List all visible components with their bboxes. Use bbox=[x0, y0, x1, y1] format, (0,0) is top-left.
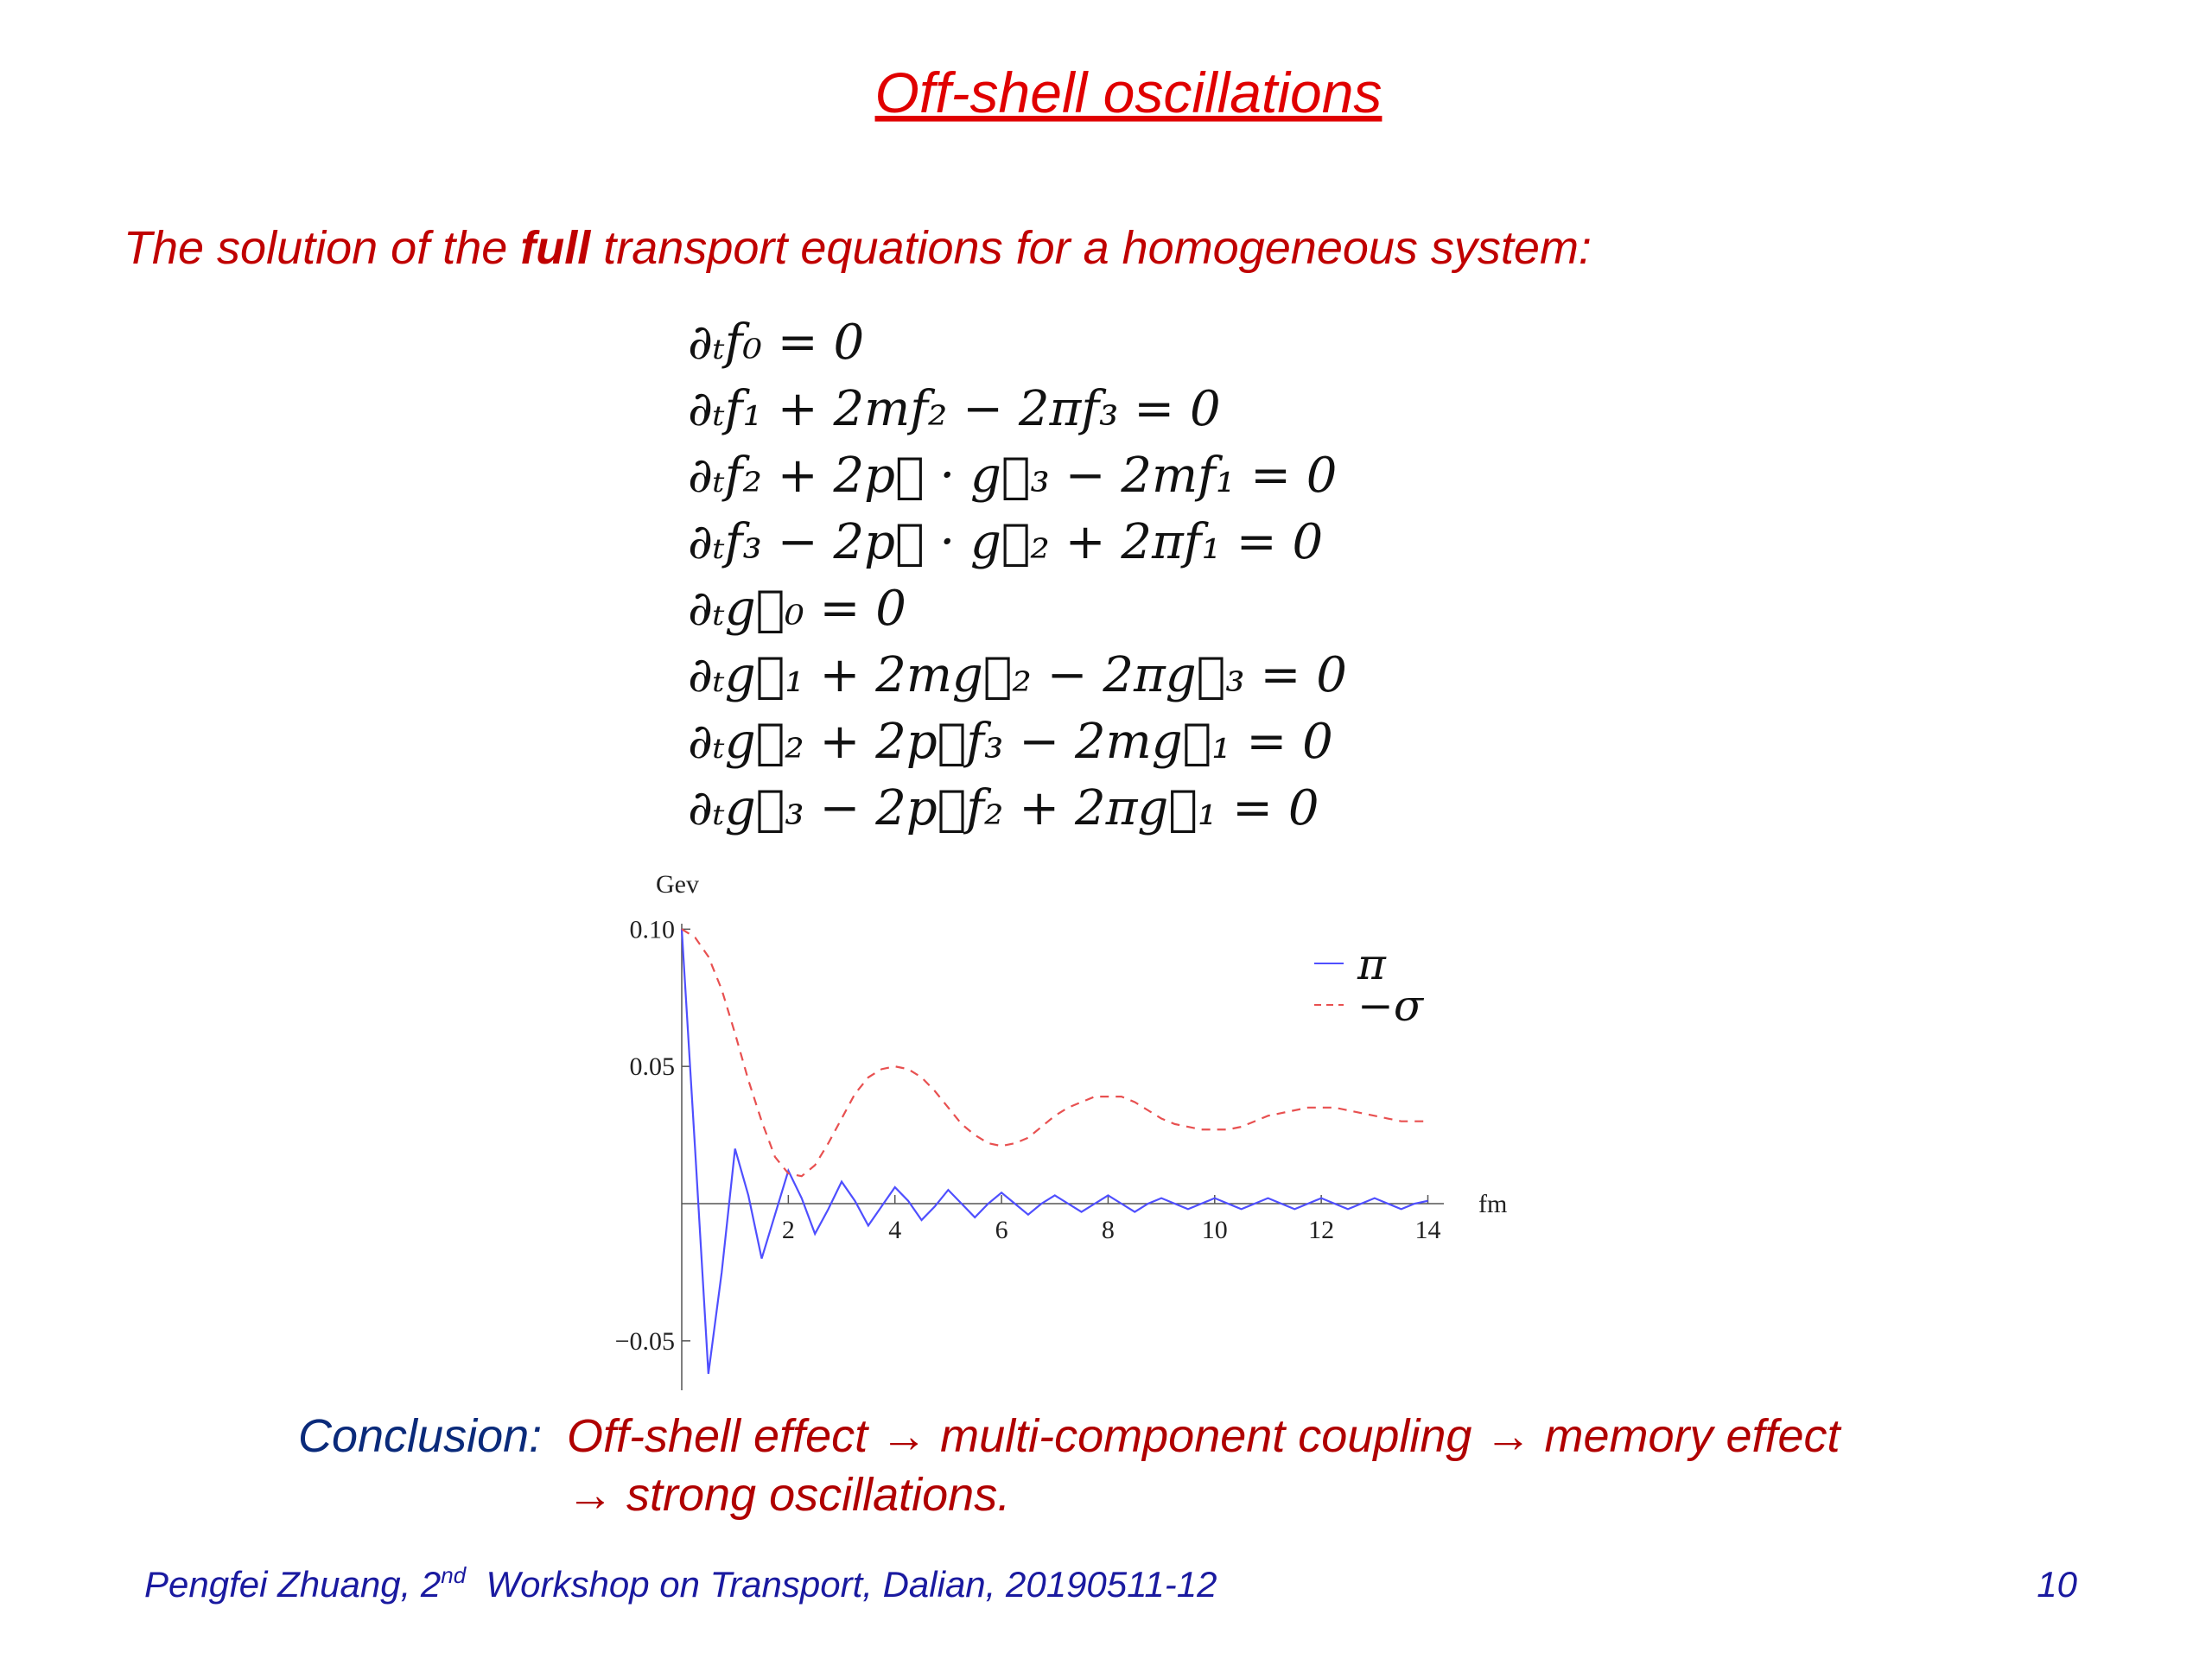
equations: ∂ₜf₀ = 0 ∂ₜf₁ + 2mf₂ − 2πf₃ = 0 ∂ₜf₂ + 2p⃗… bbox=[688, 315, 1347, 836]
equation: ∂ₜg⃗₂ + 2p⃗f₃ − 2mg⃗₁ = 0 bbox=[688, 714, 1333, 770]
x-axis-label: fm bbox=[1478, 1190, 1507, 1218]
x-tick-label: 4 bbox=[888, 1216, 901, 1244]
intro-text: transport equations for a homogeneous sy… bbox=[590, 222, 1592, 274]
footer-sup: nd bbox=[441, 1562, 467, 1588]
intro-bold: full bbox=[520, 222, 591, 274]
equation: ∂ₜg⃗₁ + 2mg⃗₂ − 2πg⃗₃ = 0 bbox=[688, 647, 1347, 703]
y-tick-label: 0.10 bbox=[630, 915, 676, 944]
legend-label: −σ bbox=[1357, 981, 1425, 1031]
x-tick-label: 6 bbox=[995, 1216, 1008, 1244]
slide-title: Off-shell oscillations bbox=[875, 60, 1382, 124]
equation: ∂ₜf₂ + 2p⃗ · g⃗₃ − 2mf₁ = 0 bbox=[688, 448, 1337, 504]
conclusion-text: → strong oscillations. bbox=[567, 1469, 1010, 1521]
conclusion-text: Off-shell effect → multi-component coupl… bbox=[567, 1410, 1842, 1462]
legend-label: π bbox=[1357, 939, 1387, 989]
x-tick-label: 2 bbox=[782, 1216, 795, 1244]
y-axis-label: Gev bbox=[656, 870, 699, 899]
page-number: 10 bbox=[2037, 1564, 2077, 1605]
x-tick-label: 10 bbox=[1202, 1216, 1228, 1244]
y-tick-label: −0.05 bbox=[615, 1327, 675, 1356]
x-tick-label: 14 bbox=[1414, 1216, 1440, 1244]
conclusion-label: Conclusion: bbox=[298, 1410, 542, 1462]
x-tick-label: 8 bbox=[1102, 1216, 1115, 1244]
footer: Pengfei Zhuang, 2nd Workshop on Transpor… bbox=[144, 1562, 1217, 1605]
equation: ∂ₜg⃗₀ = 0 bbox=[688, 581, 906, 637]
equation: ∂ₜf₃ − 2p⃗ · g⃗₂ + 2πf₁ = 0 bbox=[688, 514, 1323, 570]
equation: ∂ₜf₁ + 2mf₂ − 2πf₃ = 0 bbox=[688, 381, 1221, 437]
series-line bbox=[681, 928, 1428, 1178]
y-tick-label: 0.05 bbox=[630, 1052, 676, 1081]
footer-event: Workshop on Transport, Dalian, 20190511-… bbox=[466, 1564, 1217, 1605]
series-line bbox=[680, 929, 1428, 1375]
equation: ∂ₜg⃗₃ − 2p⃗f₂ + 2πg⃗₁ = 0 bbox=[688, 780, 1319, 836]
equation: ∂ₜf₀ = 0 bbox=[688, 315, 864, 371]
footer-author: Pengfei Zhuang, 2 bbox=[144, 1564, 441, 1605]
intro: The solution of the full transport equat… bbox=[124, 222, 1592, 274]
intro-text: The solution of the bbox=[124, 222, 520, 274]
chart: Gev fm −0.05 0.05 0.10 2 4 6 8 10 12 14 π−σ bbox=[615, 870, 1507, 1390]
x-tick-label: 12 bbox=[1308, 1216, 1334, 1244]
